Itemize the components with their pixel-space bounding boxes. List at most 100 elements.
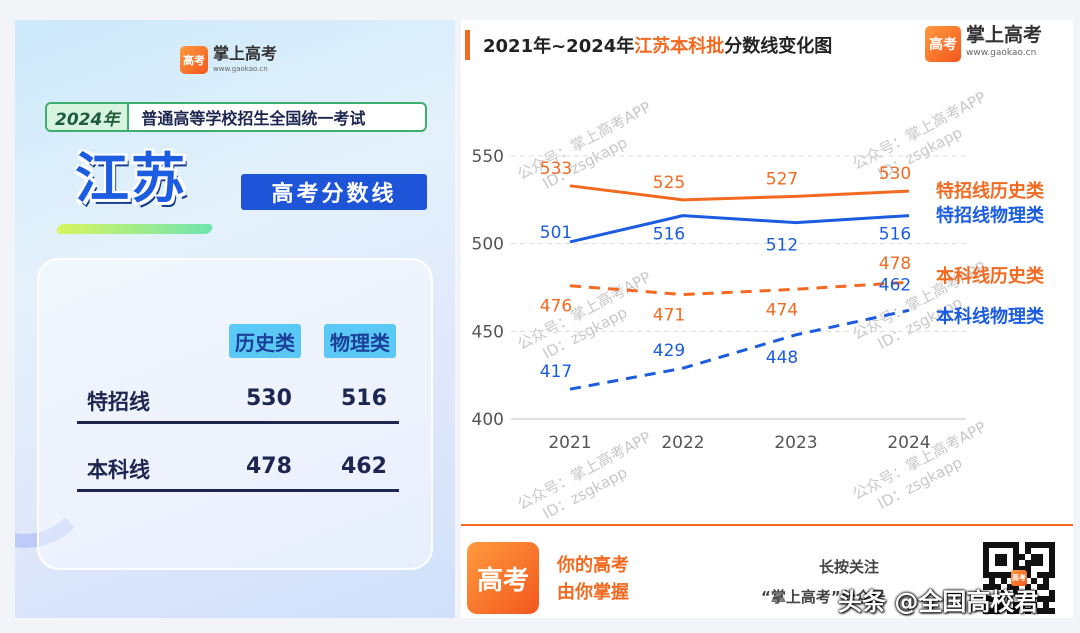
- qr-module: [1037, 542, 1043, 548]
- qr-module: [1037, 608, 1043, 614]
- qr-module: [1043, 542, 1049, 548]
- qr-module: [1049, 560, 1055, 566]
- brand-logo: 高考 掌上高考 www.gaokao.cn: [180, 46, 277, 74]
- qr-module: [1049, 608, 1055, 614]
- qr-module: [1031, 542, 1037, 548]
- qr-module: [1031, 578, 1037, 584]
- qr-module: [995, 572, 1001, 578]
- qr-module: [1043, 584, 1049, 590]
- qr-module: [1049, 566, 1055, 572]
- qr-module: [1001, 572, 1007, 578]
- series-label: 本科线物理类: [936, 305, 1045, 327]
- data-label: 533: [540, 159, 572, 179]
- qr-module: [983, 560, 989, 566]
- qr-module: [1025, 572, 1031, 578]
- series-line: [569, 214, 910, 244]
- qr-module: [1025, 560, 1031, 566]
- qr-module: [1013, 584, 1019, 590]
- series-layer: [569, 184, 910, 391]
- qr-module: [1019, 554, 1025, 560]
- score-table: 历史类 物理类 特招线 530 516 本科线 478 462: [37, 258, 433, 570]
- exam-year: 2024年: [47, 104, 130, 130]
- grid-layer: 400 450 500 550 2021 2022 2023 2024: [472, 147, 966, 453]
- data-label: 474: [766, 300, 798, 320]
- data-label: 512: [766, 236, 798, 256]
- qr-module: [995, 596, 1001, 602]
- province-title: 江苏: [75, 147, 187, 210]
- qr-module: [1019, 602, 1025, 608]
- y-tick-label: 550: [472, 147, 504, 167]
- data-label: 478: [879, 254, 911, 274]
- qr-module: [1013, 602, 1019, 608]
- x-tick-label: 2022: [661, 433, 704, 453]
- qr-module: [983, 548, 989, 554]
- qr-module: [1001, 590, 1007, 596]
- table-cell: 530: [246, 386, 292, 411]
- data-label: 476: [540, 297, 572, 317]
- qr-module: [995, 602, 1001, 608]
- series-label: 特招线历史类: [936, 180, 1045, 202]
- row-divider: [77, 489, 399, 492]
- qr-module: [1043, 572, 1049, 578]
- gaokao-app-icon: 高考: [467, 542, 539, 614]
- qr-module: [983, 554, 989, 560]
- slogan: 你的高考 由你掌握: [557, 552, 629, 606]
- qr-module: [1001, 560, 1007, 566]
- follow-account: “掌上高考”公众号: [761, 588, 886, 606]
- qr-module: [1013, 590, 1019, 596]
- data-label: 530: [879, 164, 911, 184]
- qr-module: [1007, 542, 1013, 548]
- qr-module: [1037, 584, 1043, 590]
- qr-module: [1007, 596, 1013, 602]
- series-line: [569, 308, 910, 391]
- qr-module: [983, 584, 989, 590]
- qr-module: [983, 602, 989, 608]
- qr-module: [1031, 602, 1037, 608]
- qr-module: [1001, 602, 1007, 608]
- brand-url: www.gaokao.cn: [213, 65, 268, 73]
- qr-module: [1049, 590, 1055, 596]
- data-label: 471: [653, 306, 685, 326]
- qr-module: [995, 584, 1001, 590]
- qr-module: [1031, 554, 1037, 560]
- qr-module: [1007, 584, 1013, 590]
- qr-module: [989, 578, 995, 584]
- chart-title-highlight: 江苏本科批: [634, 36, 725, 57]
- data-label: 448: [766, 348, 798, 368]
- table-cell: 516: [341, 386, 387, 411]
- label-layer: 533 525 527 530 特招线历史类 501 516 512 516 特招线物理类 476 4…: [540, 159, 1045, 382]
- qr-module: [1019, 590, 1025, 596]
- qr-module: [995, 542, 1001, 548]
- x-tick-label: 2021: [548, 433, 591, 453]
- qr-module: [1007, 572, 1013, 578]
- qr-code-icon[interactable]: 高考: [983, 542, 1055, 614]
- qr-module: [1043, 608, 1049, 614]
- slogan-line: 你的高考: [557, 555, 629, 576]
- qr-module: [995, 554, 1001, 560]
- page-watermark: 头条 @全国高校君: [838, 588, 1039, 616]
- qr-module: [989, 584, 995, 590]
- qr-module: [1001, 542, 1007, 548]
- chart-title-part: 2021年~2024年: [483, 36, 635, 57]
- qr-module: [1043, 578, 1049, 584]
- qr-module: [983, 608, 989, 614]
- column-header-history: 历史类: [229, 324, 301, 358]
- qr-module: [1025, 566, 1031, 572]
- qr-module: [1001, 554, 1007, 560]
- follow-prompt: 长按关注: [819, 558, 880, 576]
- brand-name: 掌上高考: [966, 24, 1043, 46]
- qr-module: [1007, 608, 1013, 614]
- data-label: 429: [653, 341, 685, 361]
- qr-module: [1019, 566, 1025, 572]
- title-underline: [55, 224, 214, 234]
- exam-banner: 2024年 普通高等学校招生全国统一考试: [45, 102, 427, 132]
- footer-divider: [461, 524, 1073, 526]
- qr-module: [1025, 548, 1031, 554]
- subtitle-badge: 高考分数线: [241, 174, 427, 210]
- qr-module: [1049, 572, 1055, 578]
- data-label: 501: [540, 223, 572, 243]
- qr-module: [983, 572, 989, 578]
- qr-module: [1037, 572, 1043, 578]
